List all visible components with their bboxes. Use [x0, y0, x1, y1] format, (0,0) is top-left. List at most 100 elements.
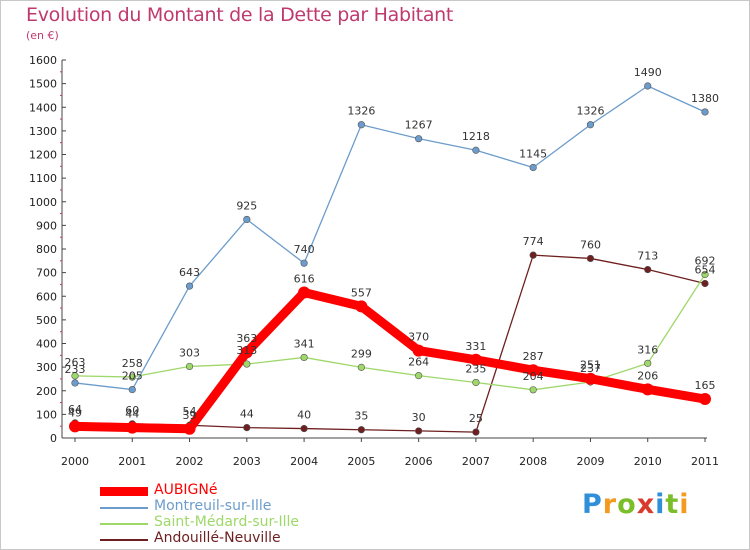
data-label-montreuil-sur-ille: 1490: [634, 66, 662, 79]
data-label-montreuil-sur-ille: 1267: [405, 119, 433, 132]
x-tick-label: 2005: [347, 455, 375, 468]
data-point-aubigne: [126, 421, 139, 434]
line-chart: 0 100 200 300 400 500 600 700 800 900 1000 1100 1200…: [29, 54, 720, 468]
data-label-andouille-neuville: 54: [183, 405, 197, 418]
data-point-aubigne: [69, 420, 81, 433]
y-tick-label: 500: [36, 314, 57, 327]
data-label-saint-medard-sur-ille: 235: [465, 362, 486, 375]
data-point-montreuil-sur-ille: [529, 163, 537, 172]
data-label-montreuil-sur-ille: 1145: [519, 147, 547, 160]
legend-label: AUBIGNé: [154, 482, 218, 498]
legend-swatch: [100, 487, 148, 496]
data-label-andouille-neuville: 713: [637, 250, 658, 263]
x-tick-label: 2004: [290, 455, 318, 468]
data-point-montreuil-sur-ille: [185, 282, 194, 290]
data-label-aubigne: 363: [236, 332, 257, 345]
data-label-saint-medard-sur-ille: 316: [637, 343, 658, 356]
data-label-aubigne: 557: [351, 286, 372, 299]
logo-letter: o: [617, 489, 637, 520]
logo-letter: t: [665, 489, 680, 520]
tick-labels: 0 100 200 300 400 500 600 700 800 900 1000 1100 1200…: [29, 54, 719, 468]
legend-item: Andouillé-Neuville: [100, 530, 360, 548]
data-label-andouille-neuville: 654: [695, 263, 716, 276]
data-label-aubigne: 206: [637, 369, 658, 382]
data-label-andouille-neuville: 35: [354, 410, 368, 423]
y-tick-label: 800: [36, 243, 57, 256]
data-point-montreuil-sur-ille: [128, 385, 136, 394]
x-tick-label: 2011: [691, 455, 719, 468]
data-label-saint-medard-sur-ille: 692: [695, 255, 716, 268]
data-label-aubigne: 251: [580, 359, 601, 372]
legend-label: Andouillé-Neuville: [154, 530, 281, 546]
data-point-saint-medard-sur-ille: [415, 372, 423, 380]
legend-swatch: [100, 507, 148, 509]
y-tick-label: 1100: [29, 172, 57, 185]
y-tick-label: 1600: [29, 54, 57, 67]
data-label-aubigne: 165: [695, 379, 716, 392]
data-point-aubigne: [469, 353, 482, 366]
x-tick-label: 2008: [519, 455, 547, 468]
data-point-aubigne: [699, 393, 711, 406]
data-point-andouille-neuville: [415, 427, 423, 435]
data-point-montreuil-sur-ille: [472, 146, 480, 154]
chart-title: Evolution du Montant de la Dette par Hab…: [26, 4, 454, 26]
logo-letter: r: [602, 489, 618, 520]
x-tick-label: 2002: [176, 455, 204, 468]
data-point-saint-medard-sur-ille: [701, 270, 709, 279]
data-point-saint-medard-sur-ille: [529, 386, 537, 394]
series-lines: [70, 85, 710, 434]
x-tick-label: 2003: [233, 455, 261, 468]
data-point-montreuil-sur-ille: [300, 259, 308, 267]
data-point-andouille-neuville: [300, 424, 308, 433]
data-label-aubigne: 370: [408, 331, 429, 344]
x-tick-label: 2009: [576, 455, 604, 468]
y-tick-label: 1500: [29, 78, 57, 91]
data-label-saint-medard-sur-ille: 264: [408, 356, 429, 369]
data-point-montreuil-sur-ille: [357, 121, 365, 129]
data-label-saint-medard-sur-ille: 299: [351, 347, 372, 360]
data-label-andouille-neuville: 44: [240, 408, 254, 421]
logo-letter: x: [636, 489, 656, 520]
data-point-aubigne: [412, 344, 425, 357]
data-label-saint-medard-sur-ille: 263: [65, 356, 86, 369]
data-point-saint-medard-sur-ille: [71, 372, 79, 380]
data-label-montreuil-sur-ille: 1380: [691, 92, 719, 105]
data-point-montreuil-sur-ille: [586, 121, 595, 129]
logo-letter: i: [655, 489, 666, 520]
data-label-aubigne: 287: [523, 350, 544, 363]
y-tick-label: 300: [36, 361, 57, 374]
data-point-montreuil-sur-ille: [415, 135, 423, 143]
x-tick-label: 2010: [634, 455, 662, 468]
y-tick-label: 200: [36, 385, 57, 398]
data-points: [69, 82, 711, 436]
data-label-montreuil-sur-ille: 233: [65, 363, 86, 376]
data-label-aubigne: 616: [294, 272, 315, 285]
data-point-montreuil-sur-ille: [71, 379, 79, 387]
data-label-andouille-neuville: 25: [469, 412, 483, 425]
data-labels: 64 60 54 44 40 35 30 25 774 760 713 654 263 258 303 313…: [65, 66, 720, 425]
data-point-saint-medard-sur-ille: [644, 359, 652, 367]
data-label-saint-medard-sur-ille: 341: [294, 337, 315, 350]
series-line-montreuil-sur-ille: [74, 85, 706, 391]
data-label-aubigne: 39: [183, 409, 197, 422]
legend-item: Saint-Médard-sur-Ille: [100, 514, 360, 532]
data-label-montreuil-sur-ille: 1326: [576, 105, 604, 118]
data-point-saint-medard-sur-ille: [300, 353, 308, 362]
legend-label: Saint-Médard-sur-Ille: [154, 514, 299, 530]
data-point-aubigne: [183, 422, 196, 435]
data-label-montreuil-sur-ille: 643: [179, 266, 200, 279]
data-label-saint-medard-sur-ille: 237: [580, 362, 601, 375]
data-point-saint-medard-sur-ille: [357, 363, 365, 371]
axes: [60, 59, 707, 442]
x-tick-label: 2007: [462, 455, 490, 468]
unit-label: (en €): [26, 29, 59, 42]
data-label-saint-medard-sur-ille: 313: [236, 344, 257, 357]
data-point-aubigne: [584, 372, 597, 385]
logo-letter: P: [582, 489, 603, 520]
y-tick-label: 400: [36, 338, 57, 351]
data-point-aubigne: [641, 383, 654, 396]
data-point-andouille-neuville: [529, 251, 537, 259]
data-label-andouille-neuville: 64: [68, 403, 82, 416]
x-tick-label: 2006: [405, 455, 433, 468]
